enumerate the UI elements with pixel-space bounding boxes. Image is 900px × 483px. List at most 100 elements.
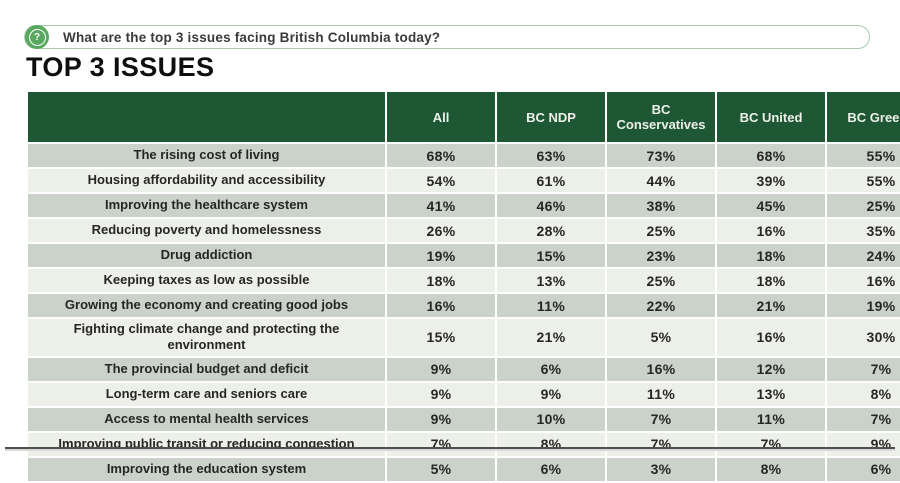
- percent-value: 7%: [827, 407, 900, 431]
- issue-label: Fighting climate change and protecting t…: [28, 319, 385, 356]
- percent-value: 7%: [607, 432, 715, 456]
- issue-label: Reducing poverty and homelessness: [28, 219, 385, 242]
- percent-value: 54%: [387, 169, 495, 192]
- page-title: TOP 3 ISSUES: [26, 52, 215, 82]
- top-issues-table: All BC NDP BC Conservatives BC United BC Gre…: [26, 90, 900, 483]
- percent-value: 6%: [497, 457, 605, 481]
- percent-value: 22%: [607, 294, 715, 317]
- percent-value: 13%: [497, 269, 605, 292]
- question-text: What are the top 3 issues facing British…: [63, 29, 441, 45]
- segment-column-header: BC Conservatives: [607, 92, 715, 142]
- percent-value: 8%: [827, 382, 900, 406]
- table-row: Growing the economy and creating good jo…: [28, 294, 900, 317]
- percent-value: 18%: [387, 269, 495, 292]
- percent-value: 7%: [607, 407, 715, 431]
- issue-label: Improving public transit or reducing con…: [28, 432, 385, 456]
- percent-value: 9%: [387, 382, 495, 406]
- percent-value: 25%: [607, 219, 715, 242]
- table-row: The rising cost of living 68% 63% 73% 68% 55%: [28, 144, 900, 167]
- percent-value: 24%: [827, 244, 900, 267]
- percent-value: 25%: [607, 269, 715, 292]
- percent-value: 28%: [497, 219, 605, 242]
- question-mark-icon: ?: [25, 25, 49, 49]
- percent-value: 46%: [497, 194, 605, 217]
- percent-value: 15%: [497, 244, 605, 267]
- percent-value: 16%: [717, 219, 825, 242]
- percent-value: 6%: [497, 357, 605, 381]
- percent-value: 10%: [497, 407, 605, 431]
- question-mark-glyph: ?: [28, 28, 46, 46]
- percent-value: 63%: [497, 144, 605, 167]
- percent-value: 6%: [827, 457, 900, 481]
- percent-value: 7%: [717, 432, 825, 456]
- percent-value: 39%: [717, 169, 825, 192]
- issue-label: Improving the healthcare system: [28, 194, 385, 217]
- issue-label: Drug addiction: [28, 244, 385, 267]
- percent-value: 18%: [717, 244, 825, 267]
- issue-label: Access to mental health services: [28, 407, 385, 431]
- table-row: Housing affordability and accessibility 5…: [28, 169, 900, 192]
- table-header-row: All BC NDP BC Conservatives BC United BC Gre…: [28, 92, 900, 142]
- percent-value: 45%: [717, 194, 825, 217]
- issue-label: The rising cost of living: [28, 144, 385, 167]
- percent-value: 13%: [717, 382, 825, 406]
- issue-column-header: [28, 92, 385, 142]
- percent-value: 68%: [387, 144, 495, 167]
- table-row: The provincial budget and deficit 9% 6% 16%…: [28, 357, 900, 381]
- percent-value: 30%: [827, 319, 900, 356]
- percent-value: 7%: [827, 357, 900, 381]
- percent-value: 25%: [827, 194, 900, 217]
- question-bar: ? What are the top 3 issues facing Briti…: [24, 25, 870, 49]
- percent-value: 26%: [387, 219, 495, 242]
- table-row: Drug addiction 19% 15% 23% 18% 24%: [28, 244, 900, 267]
- percent-value: 21%: [497, 319, 605, 356]
- percent-value: 38%: [607, 194, 715, 217]
- percent-value: 9%: [387, 407, 495, 431]
- issue-label: Long-term care and seniors care: [28, 382, 385, 406]
- percent-value: 9%: [387, 357, 495, 381]
- percent-value: 9%: [497, 382, 605, 406]
- segment-column-header: BC Greens: [827, 92, 900, 142]
- segment-column-header: BC United: [717, 92, 825, 142]
- issue-label: Keeping taxes as low as possible: [28, 269, 385, 292]
- table-row: Keeping taxes as low as possible 18% 13% 25…: [28, 269, 900, 292]
- table-row: Improving the education system 5% 6% 3% 8% 6%: [28, 457, 900, 481]
- table-row: Improving public transit or reducing con…: [28, 432, 900, 456]
- percent-value: 61%: [497, 169, 605, 192]
- percent-value: 11%: [497, 294, 605, 317]
- percent-value: 5%: [607, 319, 715, 356]
- percent-value: 15%: [387, 319, 495, 356]
- percent-value: 21%: [717, 294, 825, 317]
- segment-column-header: BC NDP: [497, 92, 605, 142]
- percent-value: 7%: [387, 432, 495, 456]
- percent-value: 11%: [717, 407, 825, 431]
- percent-value: 55%: [827, 144, 900, 167]
- percent-value: 35%: [827, 219, 900, 242]
- percent-value: 11%: [607, 382, 715, 406]
- issue-label: The provincial budget and deficit: [28, 357, 385, 381]
- issue-label: Improving the education system: [28, 457, 385, 481]
- percent-value: 16%: [827, 269, 900, 292]
- table-row: Fighting climate change and protecting t…: [28, 319, 900, 356]
- percent-value: 68%: [717, 144, 825, 167]
- percent-value: 3%: [607, 457, 715, 481]
- percent-value: 16%: [387, 294, 495, 317]
- percent-value: 19%: [827, 294, 900, 317]
- percent-value: 18%: [717, 269, 825, 292]
- table-row: Reducing poverty and homelessness 26% 28% 2…: [28, 219, 900, 242]
- table-row: Improving the healthcare system 41% 46% 38%…: [28, 194, 900, 217]
- percent-value: 55%: [827, 169, 900, 192]
- percent-value: 9%: [827, 432, 900, 456]
- percent-value: 16%: [607, 357, 715, 381]
- percent-value: 12%: [717, 357, 825, 381]
- percent-value: 8%: [717, 457, 825, 481]
- issue-label: Housing affordability and accessibility: [28, 169, 385, 192]
- issue-label: Growing the economy and creating good jo…: [28, 294, 385, 317]
- table-row: Access to mental health services 9% 10% 7% 1…: [28, 407, 900, 431]
- percent-value: 44%: [607, 169, 715, 192]
- percent-value: 23%: [607, 244, 715, 267]
- table-body: The rising cost of living 68% 63% 73% 68% 55%…: [28, 144, 900, 481]
- segment-column-header: All: [387, 92, 495, 142]
- percent-value: 19%: [387, 244, 495, 267]
- percent-value: 41%: [387, 194, 495, 217]
